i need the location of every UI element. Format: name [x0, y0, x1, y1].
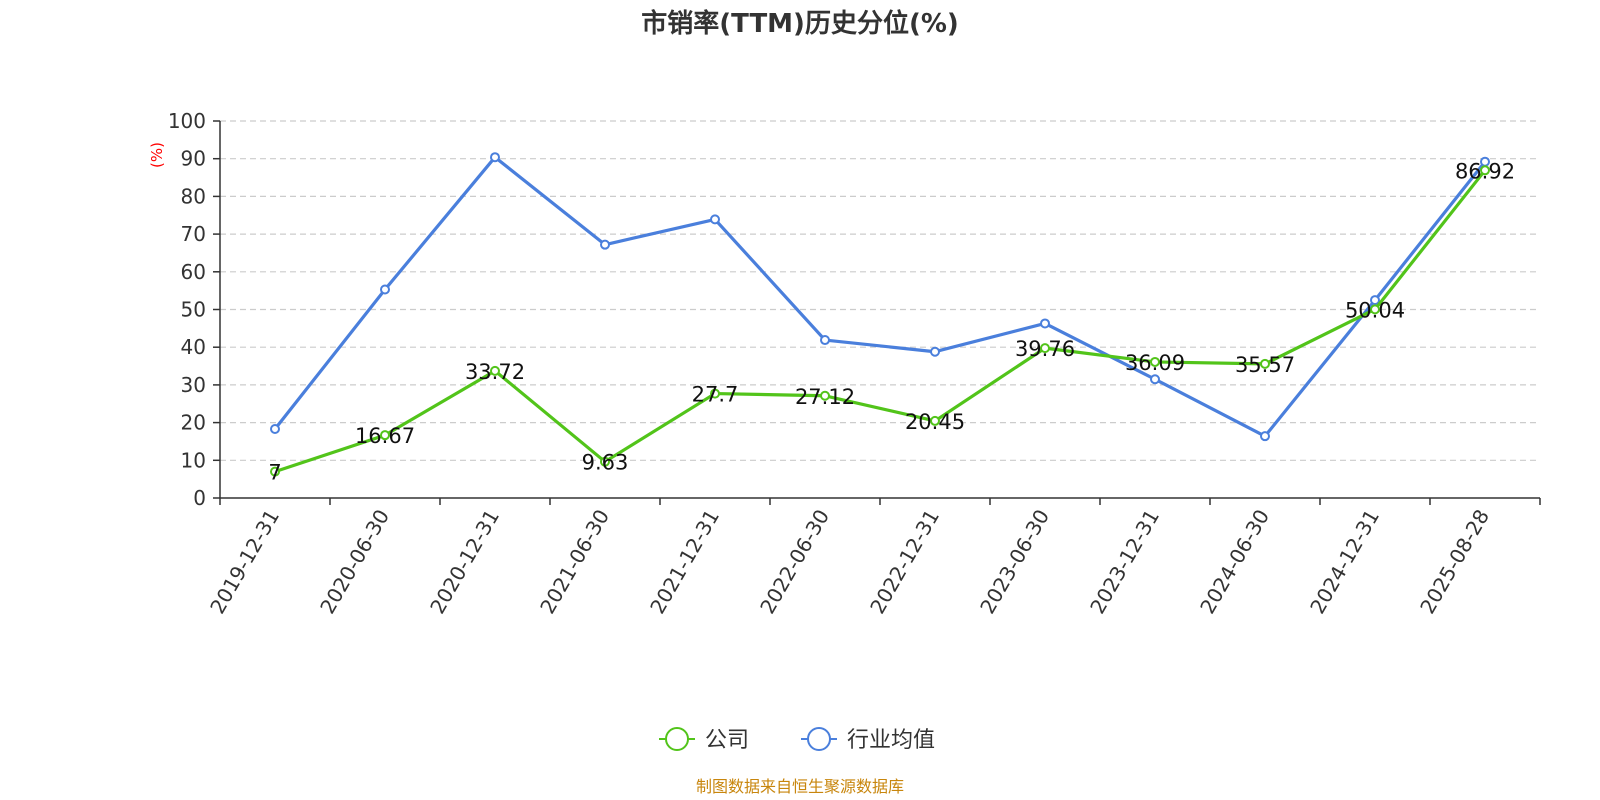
legend-label: 行业均值 [847, 728, 935, 753]
source-note: 制图数据来自恒生聚源数据库 [696, 777, 904, 796]
data-label: 39.76 [1015, 337, 1075, 361]
y-tick-label: 70 [181, 222, 206, 246]
data-point[interactable] [1040, 343, 1050, 354]
data-point[interactable] [1480, 165, 1490, 176]
x-tick-label: 2021-06-30 [535, 505, 614, 618]
data-label: 33.72 [465, 360, 525, 384]
y-tick-label: 10 [181, 448, 206, 472]
x-tick-label: 2025-08-28 [1415, 505, 1494, 618]
data-point[interactable] [490, 152, 500, 163]
data-point[interactable] [380, 430, 390, 441]
y-axis-unit-label: (%) [148, 142, 166, 168]
x-tick-label: 2021-12-31 [645, 505, 724, 618]
data-point[interactable] [1260, 358, 1270, 369]
y-tick-label: 100 [168, 109, 206, 133]
grid-lines [220, 120, 1540, 461]
data-point[interactable] [490, 365, 500, 376]
legend-item-0[interactable]: 公司 [659, 727, 749, 753]
data-label: 27.7 [692, 383, 739, 407]
data-point[interactable] [270, 466, 280, 477]
data-point[interactable] [1370, 304, 1380, 315]
series-lines [270, 152, 1490, 477]
chart-title: 市销率(TTM)历史分位(%) [641, 8, 959, 39]
data-label: 86.92 [1455, 159, 1515, 183]
data-point[interactable] [710, 388, 720, 399]
x-tick-label: 2022-06-30 [755, 505, 834, 618]
data-point[interactable] [930, 346, 940, 357]
data-point[interactable] [600, 456, 610, 467]
legend-circle-icon [807, 727, 831, 751]
data-point[interactable] [1150, 356, 1160, 367]
data-label: 7 [268, 461, 281, 485]
data-point[interactable] [600, 239, 610, 250]
y-tick-label: 0 [193, 486, 206, 510]
y-tick-label: 20 [181, 411, 206, 435]
data-point[interactable] [1040, 318, 1050, 329]
data-point[interactable] [710, 214, 720, 225]
y-tick-label: 60 [181, 260, 206, 284]
data-label: 20.45 [905, 410, 965, 434]
data-point[interactable] [1150, 374, 1160, 385]
legend[interactable]: 公司 行业均值 [659, 727, 935, 753]
data-point[interactable] [380, 284, 390, 295]
x-tick-label: 2020-12-31 [425, 505, 504, 618]
data-point[interactable] [930, 415, 940, 426]
y-tick-label: 90 [181, 147, 206, 171]
data-labels: 7 16.67 33.72 9.63 27.7 27.12 20.45 39.76 36.09 3… [268, 159, 1515, 484]
x-tick-label: 2023-06-30 [975, 505, 1054, 618]
data-point[interactable] [1260, 431, 1270, 442]
legend-label: 公司 [705, 728, 749, 753]
data-label: 16.67 [355, 424, 415, 448]
series-line-1 [273, 155, 1487, 438]
x-tick-label: 2024-06-30 [1195, 505, 1274, 618]
data-label: 50.04 [1345, 298, 1405, 322]
y-tick-label: 50 [181, 298, 206, 322]
y-tick-label: 80 [181, 184, 206, 208]
x-tick-label: 2023-12-31 [1085, 505, 1164, 618]
y-tick-label: 40 [181, 335, 206, 359]
data-point[interactable] [1370, 295, 1380, 306]
axes: 0 10 20 30 40 50 60 70 80 90 100 2019-12-31 2020-06-… [168, 109, 1541, 618]
x-tick-label: 2020-06-30 [315, 505, 394, 618]
series-line-0 [274, 169, 1487, 474]
data-label: 35.57 [1235, 353, 1295, 377]
data-label: 27.12 [795, 385, 855, 409]
legend-item-1[interactable]: 行业均值 [801, 727, 935, 753]
data-point[interactable] [820, 390, 830, 401]
data-point[interactable] [270, 424, 280, 435]
x-tick-label: 2019-12-31 [205, 505, 284, 618]
y-tick-label: 30 [181, 373, 206, 397]
x-tick-label: 2024-12-31 [1305, 505, 1384, 618]
data-label: 9.63 [582, 451, 629, 475]
legend-circle-icon [665, 727, 689, 751]
data-point[interactable] [820, 335, 830, 346]
x-tick-label: 2022-12-31 [865, 505, 944, 618]
data-label: 36.09 [1125, 351, 1185, 375]
